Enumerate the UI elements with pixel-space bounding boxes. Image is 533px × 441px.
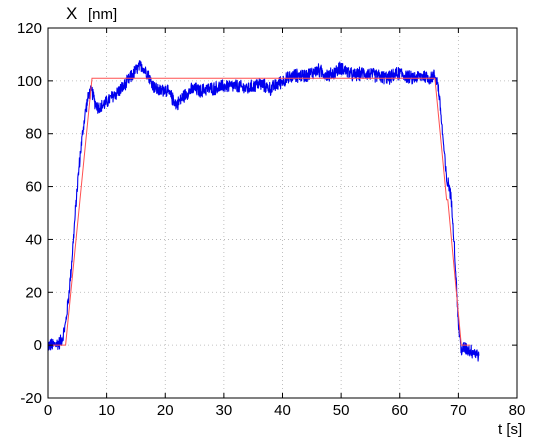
x-tick-label: 80: [509, 402, 526, 419]
y-tick-label: 80: [25, 126, 42, 143]
series-reference-line: [48, 77, 471, 346]
grid: [48, 28, 517, 398]
x-tick-label: 20: [157, 402, 174, 419]
y-tick-label: 60: [25, 179, 42, 196]
y-tick-label: 100: [17, 73, 42, 90]
x-tick-label: 70: [450, 402, 467, 419]
y-tick-label: 40: [25, 231, 42, 248]
series-layer: [47, 60, 480, 362]
x-tick-label: 40: [274, 402, 291, 419]
y-tick-label: 0: [34, 337, 42, 354]
x-tick-label: 10: [98, 402, 115, 419]
y-axis-symbol: X: [66, 4, 77, 23]
y-tick-label: 20: [25, 284, 42, 301]
x-axis-label: t [s]: [498, 421, 522, 438]
x-tick-label: 30: [216, 402, 233, 419]
x-tick-label: 60: [391, 402, 408, 419]
series-measured-line: [47, 60, 480, 362]
y-axis-unit: [nm]: [88, 6, 117, 23]
x-tick-label: 50: [333, 402, 350, 419]
y-tick-label: 120: [17, 20, 42, 37]
y-tick-label: -20: [20, 390, 42, 407]
x-tick-label: 0: [44, 402, 52, 419]
